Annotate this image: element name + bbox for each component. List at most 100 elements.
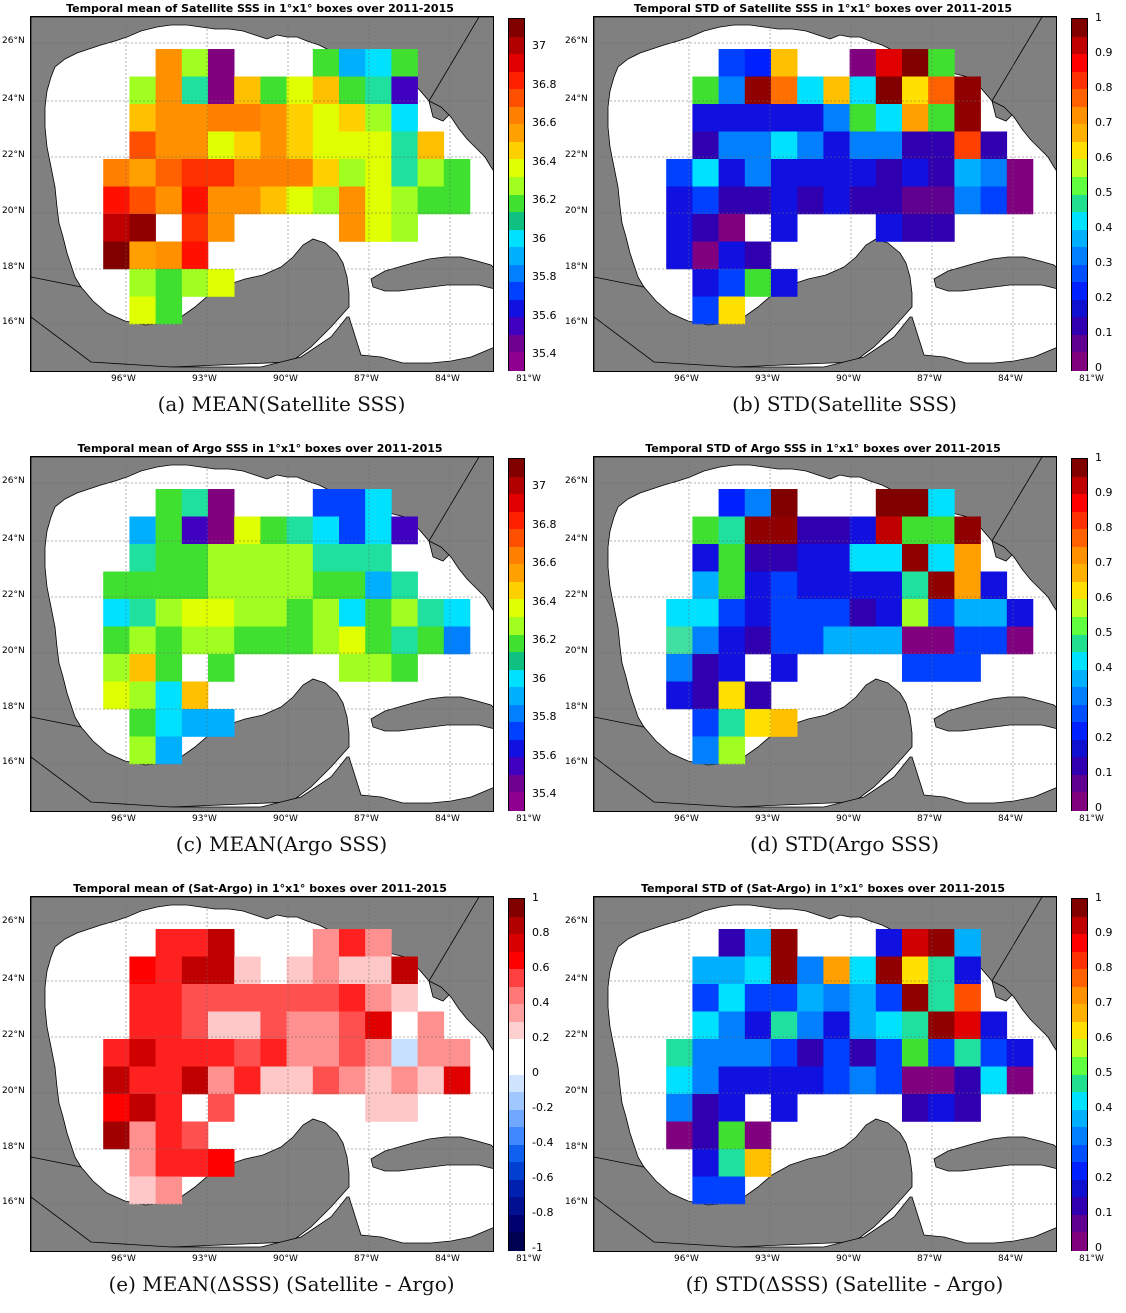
grid-cell — [718, 599, 746, 627]
grid-cell — [391, 214, 418, 242]
colorbar-segment — [509, 1056, 524, 1076]
grid-cell — [718, 681, 746, 710]
grid-cell — [771, 269, 798, 297]
colorbar-tick-label: 0.1 — [1095, 766, 1113, 779]
grid-cell — [260, 516, 287, 545]
grid-cell — [129, 131, 156, 160]
grid-cell — [954, 159, 981, 187]
colorbar — [508, 898, 525, 1251]
grid-cell — [928, 516, 955, 545]
grid-cell — [849, 1011, 877, 1040]
grid-cell — [286, 599, 314, 627]
grid-cell — [260, 544, 287, 572]
grid-cell — [129, 681, 156, 710]
grid-cell — [155, 1149, 183, 1177]
grid-cell — [692, 571, 719, 600]
land-mass — [991, 897, 1056, 1051]
colorbar-tick-label: 0.6 — [1095, 591, 1113, 604]
grid-cell — [954, 1066, 981, 1095]
colorbar-segment — [1072, 36, 1087, 55]
colorbar-tick-label: 0 — [532, 1066, 539, 1079]
grid-cell — [823, 1011, 850, 1040]
grid-cell — [771, 929, 798, 957]
grid-cell — [771, 1039, 798, 1067]
colorbar-segment — [509, 1074, 524, 1093]
colorbar-segment — [509, 229, 524, 248]
colorbar-segment — [1072, 317, 1087, 336]
colorbar-segment — [509, 299, 524, 318]
grid-cell — [417, 1011, 445, 1040]
colorbar-tick-label: 0.2 — [1095, 1171, 1113, 1184]
grid-cell — [875, 516, 903, 545]
grid-cell — [155, 269, 183, 297]
grid-cell — [391, 1039, 418, 1067]
grid-cell — [208, 709, 235, 737]
grid-cell — [365, 929, 392, 957]
grid-cell — [771, 599, 798, 627]
grid-cell — [902, 544, 929, 572]
grid-cell — [954, 1011, 981, 1040]
grid-cell — [902, 626, 929, 655]
y-tick-label: 18°N — [565, 702, 588, 712]
grid-cell — [181, 489, 209, 517]
grid-cell — [391, 1066, 418, 1095]
colorbar-segment — [509, 739, 524, 758]
colorbar-segment — [1072, 124, 1087, 143]
colorbar-segment — [1072, 1214, 1087, 1234]
grid-cell — [718, 1149, 746, 1177]
y-tick-label: 20°N — [2, 646, 25, 656]
grid-cell — [928, 984, 955, 1012]
grid-cell — [875, 489, 903, 517]
grid-cell — [902, 516, 929, 545]
grid-cell — [875, 104, 903, 132]
colorbar-tick-label: 0.2 — [532, 1031, 550, 1044]
panel-title: Temporal mean of Argo SSS in 1°x1° boxes… — [77, 442, 443, 455]
land-mass — [31, 316, 493, 371]
grid-cell — [823, 1039, 850, 1067]
grid-cell — [208, 159, 235, 187]
grid-cell — [365, 489, 392, 517]
grid-cell — [129, 544, 156, 572]
grid-cell — [208, 186, 235, 215]
colorbar-segment — [509, 916, 524, 935]
colorbar-segment — [509, 1092, 524, 1111]
colorbar-segment — [1072, 89, 1087, 108]
map — [30, 456, 494, 812]
grid-cell — [339, 626, 366, 655]
grid-cell — [208, 104, 235, 132]
grid-cell — [980, 599, 1008, 627]
colorbar-tick-label: 0.6 — [532, 961, 550, 974]
colorbar-tick-label: 0.9 — [1095, 486, 1113, 499]
colorbar-segment — [1072, 916, 1087, 935]
colorbar-segment — [509, 899, 524, 918]
grid-cell — [718, 241, 746, 270]
grid-cell — [744, 269, 772, 297]
colorbar-tick-label: 0.5 — [1095, 1066, 1113, 1079]
grid-cell — [875, 131, 903, 160]
grid-cell — [129, 1066, 156, 1095]
grid-cell — [718, 131, 746, 160]
grid-cell — [155, 956, 183, 985]
grid-cell — [902, 1066, 929, 1095]
colorbar-segment — [509, 616, 524, 636]
map-canvas — [31, 457, 493, 811]
colorbar-segment — [1072, 1127, 1087, 1146]
colorbar-segment — [509, 564, 524, 583]
grid-cell — [312, 489, 340, 517]
colorbar-segment — [509, 176, 524, 196]
grid-cell — [365, 131, 392, 160]
grid-cell — [155, 654, 183, 682]
colorbar-tick-label: 0.5 — [1095, 626, 1113, 639]
colorbar-tick-label: 0.4 — [532, 996, 550, 1009]
map-canvas — [31, 17, 493, 371]
colorbar-segment — [509, 476, 524, 495]
grid-cell — [234, 159, 261, 187]
colorbar-segment — [1072, 774, 1087, 794]
grid-cell — [744, 984, 772, 1012]
colorbar-tick-label: 0 — [1095, 1241, 1102, 1254]
grid-cell — [339, 1039, 366, 1067]
grid-cell — [339, 214, 366, 242]
grid-cell — [391, 1094, 418, 1122]
grid-cell — [208, 1011, 235, 1040]
grid-cell — [849, 956, 877, 985]
